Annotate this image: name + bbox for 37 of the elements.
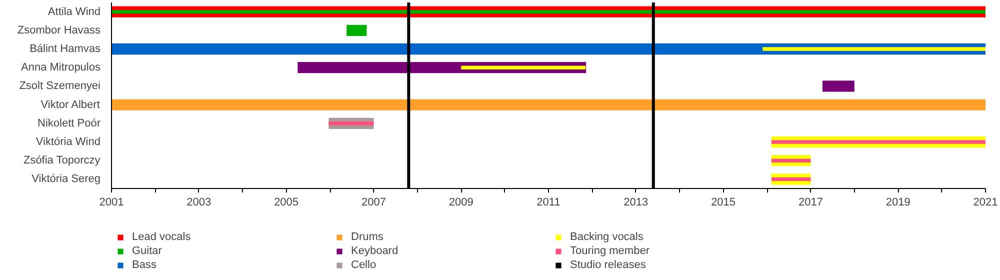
legend-label: Bass [132, 258, 158, 272]
legend-label: Touring member [570, 244, 650, 258]
bar [771, 158, 811, 162]
x-tick-label: 2007 [361, 196, 386, 208]
bar [112, 99, 986, 110]
legend-label: Keyboard [351, 244, 400, 258]
y-tick-label: Viktória Wind [36, 136, 101, 148]
x-tick-label: 2021 [973, 196, 998, 208]
bar [328, 122, 374, 126]
legend-label: Drums [351, 230, 384, 244]
y-tick-label: Viktória Sereg [32, 173, 100, 186]
y-tick-label: Bálint Hamvas [30, 43, 101, 55]
legend-label: Cello [351, 258, 378, 272]
x-tick-label: 2001 [99, 196, 124, 208]
legend-label: Backing vocals [570, 230, 644, 244]
legend-label: Studio releases [570, 258, 647, 272]
x-tick-label: 2003 [186, 196, 212, 208]
y-tick-label: Anna Mitropulos [21, 62, 101, 74]
x-tick-label: 2013 [624, 196, 648, 208]
x-tick-label: 2015 [711, 196, 736, 208]
y-tick-label: Nikolett Poór [38, 117, 101, 130]
bar [771, 140, 986, 144]
x-tick-label: 2019 [886, 196, 910, 208]
y-tick-label: Zsófia Toporczy [23, 154, 101, 167]
legend-label: Lead vocals [132, 230, 192, 244]
y-tick-label: Attila Wind [48, 6, 101, 18]
y-tick-label: Zsombor Havass [17, 24, 101, 36]
x-tick-label: 2005 [274, 196, 299, 208]
x-tick-label: 2011 [536, 196, 560, 208]
bar [822, 80, 854, 92]
legend-label: Guitar [132, 244, 163, 258]
x-tick-label: 2009 [448, 196, 474, 208]
y-tick-label: Zsolt Szemenyei [19, 80, 101, 92]
y-tick-label: Viktor Albert [40, 98, 100, 111]
x-tick-label: 2017 [798, 196, 823, 208]
bar [112, 43, 986, 55]
bar [771, 177, 811, 182]
